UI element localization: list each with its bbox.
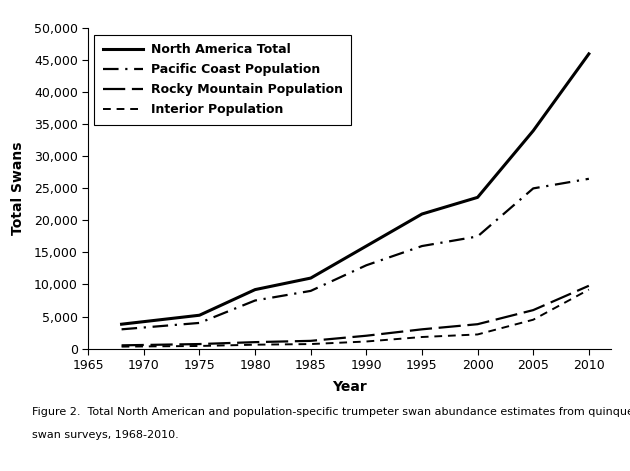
North America Total: [529, 128, 537, 134]
Interior Population: [529, 317, 537, 323]
Interior Population: [307, 341, 314, 347]
Rocky Mountain Population: [362, 333, 370, 339]
Rocky Mountain Population: [118, 342, 125, 348]
North America Total: [196, 312, 203, 318]
Text: Figure 2.  Total North American and population-specific trumpeter swan abundance: Figure 2. Total North American and popul…: [32, 407, 630, 417]
North America Total: [585, 51, 593, 57]
North America Total: [474, 195, 481, 200]
Interior Population: [585, 287, 593, 292]
Pacific Coast Population: [474, 234, 481, 239]
North America Total: [251, 287, 259, 292]
Pacific Coast Population: [529, 186, 537, 191]
Rocky Mountain Population: [474, 321, 481, 327]
Interior Population: [118, 344, 125, 349]
Rocky Mountain Population: [307, 338, 314, 344]
Interior Population: [196, 343, 203, 349]
Pacific Coast Population: [585, 176, 593, 182]
Rocky Mountain Population: [585, 283, 593, 289]
Pacific Coast Population: [251, 298, 259, 303]
Text: swan surveys, 1968-2010.: swan surveys, 1968-2010.: [32, 430, 178, 440]
North America Total: [118, 321, 125, 327]
Legend: North America Total, Pacific Coast Population, Rocky Mountain Population, Interi: North America Total, Pacific Coast Popul…: [94, 34, 352, 125]
Interior Population: [362, 339, 370, 344]
Pacific Coast Population: [118, 326, 125, 332]
Interior Population: [474, 332, 481, 337]
Rocky Mountain Population: [251, 339, 259, 345]
Pacific Coast Population: [418, 243, 426, 249]
Y-axis label: Total Swans: Total Swans: [11, 142, 25, 235]
Line: Pacific Coast Population: Pacific Coast Population: [122, 179, 589, 329]
Rocky Mountain Population: [196, 341, 203, 347]
Pacific Coast Population: [362, 262, 370, 268]
Line: Rocky Mountain Population: Rocky Mountain Population: [122, 286, 589, 345]
Pacific Coast Population: [307, 288, 314, 294]
Rocky Mountain Population: [418, 326, 426, 332]
Interior Population: [251, 342, 259, 348]
Line: North America Total: North America Total: [122, 54, 589, 324]
Rocky Mountain Population: [529, 307, 537, 313]
X-axis label: Year: Year: [332, 380, 367, 394]
Line: Interior Population: Interior Population: [122, 290, 589, 347]
North America Total: [362, 243, 370, 249]
Pacific Coast Population: [196, 320, 203, 326]
North America Total: [307, 275, 314, 281]
Interior Population: [418, 334, 426, 340]
North America Total: [418, 211, 426, 217]
